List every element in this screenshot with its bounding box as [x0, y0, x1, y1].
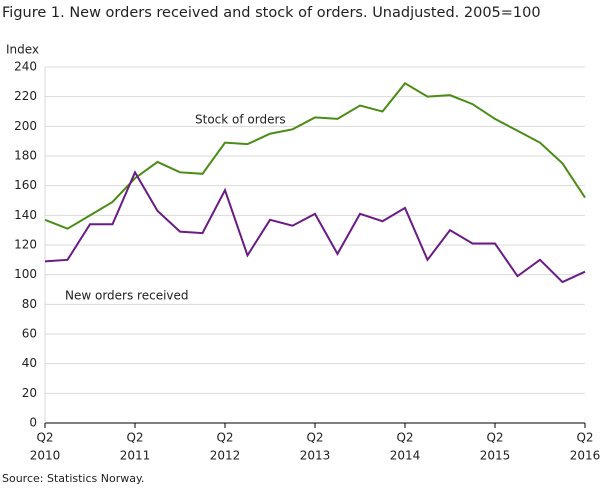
y-tick-label: 160 [14, 178, 37, 192]
x-tick-label: Q2 [126, 431, 143, 445]
y-tick-label: 120 [14, 238, 37, 252]
y-tick-label: 240 [14, 60, 37, 74]
y-tick-label: 80 [22, 297, 37, 311]
x-tick-label: Q2 [216, 431, 233, 445]
x-tick-label: Q2 [576, 431, 593, 445]
y-tick-label: 220 [14, 89, 37, 103]
y-tick-label: 140 [14, 208, 37, 222]
y-tick-label: 0 [29, 416, 37, 430]
y-tick-label: 180 [14, 149, 37, 163]
x-tick-year: 2011 [120, 449, 151, 463]
x-tick-year: 2010 [30, 449, 61, 463]
x-tick-year: 2013 [300, 449, 331, 463]
series-label: New orders received [65, 289, 189, 303]
x-tick-label: Q2 [486, 431, 503, 445]
x-tick-year: 2015 [480, 449, 511, 463]
series-line [44, 82, 586, 230]
series-line [44, 170, 586, 284]
y-tick-label: 40 [22, 356, 37, 370]
x-tick-label: Q2 [306, 431, 323, 445]
x-tick-label: Q2 [36, 431, 53, 445]
chart-title: Figure 1. New orders received and stock … [2, 5, 541, 21]
source: Source: Statistics Norway. [2, 472, 144, 485]
y-tick-label: 20 [22, 386, 37, 400]
y-tick-label: 200 [14, 119, 37, 133]
y-tick-label: 100 [14, 267, 37, 281]
x-tick-year: 2012 [210, 449, 241, 463]
series-label: Stock of orders [195, 113, 286, 127]
y-axis-label: Index [6, 43, 39, 57]
y-tick-label: 60 [22, 327, 37, 341]
x-tick-label: Q2 [396, 431, 413, 445]
x-tick-year: 2016 [570, 449, 601, 463]
x-tick-year: 2014 [390, 449, 421, 463]
